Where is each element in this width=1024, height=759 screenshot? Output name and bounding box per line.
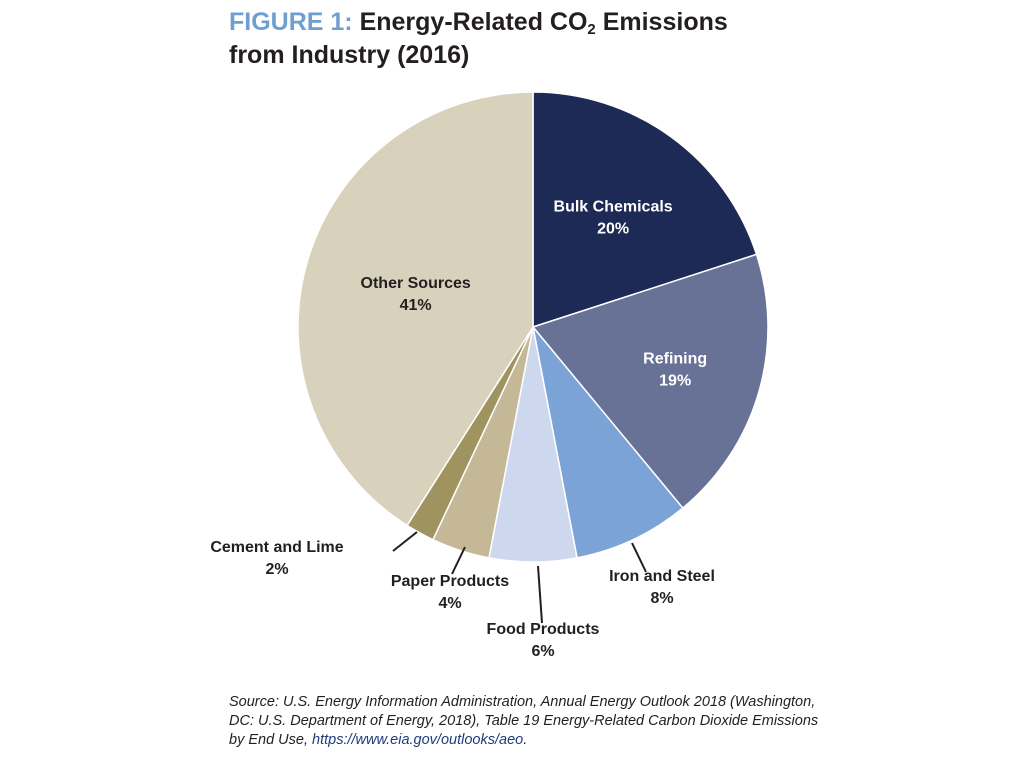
label-name: Food Products bbox=[487, 621, 600, 638]
label-value: 2% bbox=[265, 561, 288, 578]
label-name: Cement and Lime bbox=[210, 539, 343, 556]
slice-bulk-chemicals bbox=[532, 91, 758, 329]
source-note: Source: U.S. Energy Information Administ… bbox=[229, 693, 819, 750]
figure-title: FIGURE 1: Energy-Related CO2 Emissions f… bbox=[229, 6, 789, 72]
label-name: Other Sources bbox=[361, 275, 471, 292]
slice-refining bbox=[531, 253, 769, 510]
source-link[interactable]: https://www.eia.gov/outlooks/aeo bbox=[312, 732, 524, 748]
title-tail: Emissions bbox=[595, 8, 728, 36]
label-food-products: Food Products 6% bbox=[487, 621, 600, 660]
leader-line-cement-and-lime bbox=[392, 531, 418, 552]
label-name: Bulk Chemicals bbox=[554, 199, 673, 216]
label-other-sources: Other Sources 41% bbox=[361, 275, 471, 314]
label-value: 19% bbox=[659, 372, 691, 389]
label-paper-products: Paper Products 4% bbox=[391, 573, 509, 612]
label-value: 20% bbox=[597, 221, 629, 238]
source-text: Source: U.S. Energy Information Administ… bbox=[229, 694, 819, 748]
pie-slices bbox=[297, 91, 769, 563]
leader-line-paper-products bbox=[451, 546, 466, 575]
label-bulk-chemicals: Bulk Chemicals 20% bbox=[554, 199, 673, 238]
label-cement-and-lime: Cement and Lime 2% bbox=[210, 539, 343, 578]
label-value: 4% bbox=[438, 595, 461, 612]
slice-other-sources bbox=[297, 91, 534, 527]
label-name: Refining bbox=[643, 350, 707, 367]
slice-labels: Bulk Chemicals 20% Refining 19% Iron and Ste… bbox=[210, 199, 715, 660]
title-line2: from Industry (2016) bbox=[229, 41, 470, 69]
source-end: . bbox=[523, 732, 528, 748]
label-value: 8% bbox=[650, 590, 673, 607]
label-value: 6% bbox=[531, 643, 554, 660]
leader-line-food-products bbox=[537, 565, 543, 624]
label-iron-and-steel: Iron and Steel 8% bbox=[609, 568, 715, 607]
slice-iron-and-steel bbox=[532, 326, 684, 559]
label-value: 41% bbox=[400, 297, 432, 314]
title-text: Energy-Related CO bbox=[359, 8, 588, 36]
figure-label: FIGURE 1: bbox=[229, 8, 353, 36]
title-subscript: 2 bbox=[587, 21, 596, 38]
label-refining: Refining 19% bbox=[643, 350, 707, 389]
leader-line-iron-and-steel bbox=[631, 542, 647, 573]
label-name: Iron and Steel bbox=[609, 568, 715, 585]
label-name: Paper Products bbox=[391, 573, 509, 590]
leader-lines bbox=[392, 531, 647, 624]
